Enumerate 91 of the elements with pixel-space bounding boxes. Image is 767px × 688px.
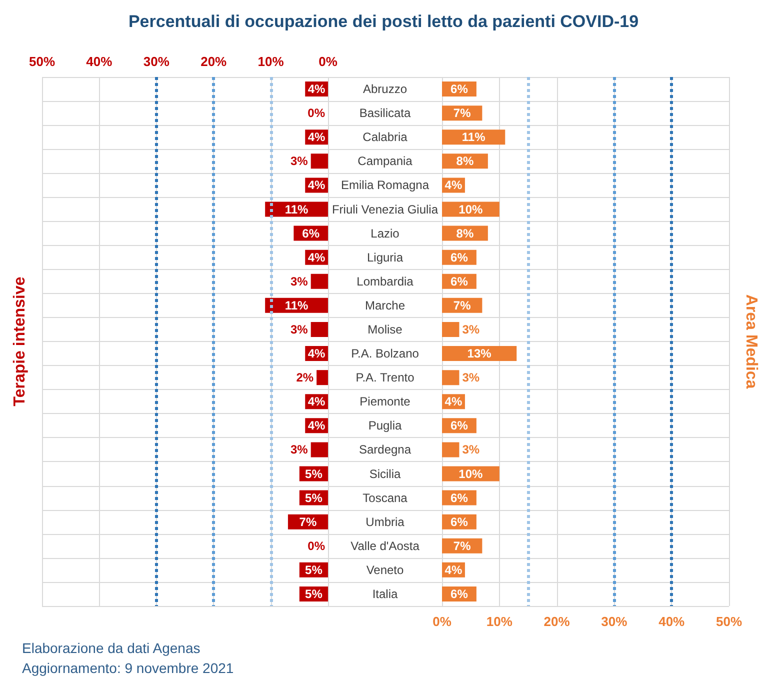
data-label: 6% xyxy=(450,514,468,529)
x-tick-label: 30% xyxy=(601,614,628,629)
y-tick-label: P.A. Trento xyxy=(356,370,415,385)
text: Area Medica xyxy=(742,294,760,389)
data-label: 5% xyxy=(305,562,323,577)
x-tick-label: 20% xyxy=(544,614,570,629)
y-tick-label: Friuli Venezia Giulia xyxy=(332,202,438,216)
data-label: 6% xyxy=(450,82,468,96)
data-label: 3% xyxy=(290,442,308,457)
x-tick-label: 20% xyxy=(200,54,228,69)
y-tick-label: Calabria xyxy=(362,130,408,144)
x-tick-label: 0% xyxy=(318,54,338,69)
data-label: 7% xyxy=(453,298,472,312)
x-tick-label: 40% xyxy=(658,614,686,629)
x-tick-label: 10% xyxy=(486,614,513,629)
data-label: 0% xyxy=(308,106,326,120)
y-tick-label: Emilia Romagna xyxy=(340,178,430,192)
y-tick-label: Puglia xyxy=(368,418,402,433)
data-label: 6% xyxy=(450,418,468,433)
data-label: 8% xyxy=(456,226,474,240)
y-tick-label: Sardegna xyxy=(358,442,412,457)
data-label: 7% xyxy=(299,514,317,529)
data-label: 4% xyxy=(308,82,326,96)
bar xyxy=(442,370,460,386)
data-label: 4% xyxy=(308,346,326,361)
y-tick-label: Basilicata xyxy=(359,106,412,120)
x-tick-label: 50% xyxy=(28,54,56,69)
y-tick-label: Campania xyxy=(358,154,413,168)
data-label: 4% xyxy=(308,394,326,409)
y-tick-label: Abruzzo xyxy=(362,82,408,96)
bar xyxy=(310,154,328,169)
data-label: 13% xyxy=(467,346,492,361)
y-tick-label: Lombardia xyxy=(356,274,414,288)
y-tick-label: Piemonte xyxy=(360,394,411,409)
data-label: 5% xyxy=(305,490,323,505)
data-label: 7% xyxy=(453,538,472,553)
data-label: 4% xyxy=(444,178,462,192)
data-label: 3% xyxy=(462,370,480,385)
data-label: 3% xyxy=(290,154,308,168)
text: Percentuali di occupazione dei posti letto da pazienti COVID-19 xyxy=(128,12,639,32)
y-tick-label: Liguria xyxy=(366,250,404,264)
y-tick-label: Sicilia xyxy=(369,466,401,481)
text: Aggiornamento: 9 novembre 2021 xyxy=(22,660,234,676)
bar xyxy=(442,322,460,337)
data-label: 6% xyxy=(302,226,320,240)
data-label: 6% xyxy=(450,274,468,288)
x-tick-label: 30% xyxy=(143,54,170,69)
y-tick-label: Lazio xyxy=(370,226,400,240)
data-label: 4% xyxy=(308,250,326,264)
bar xyxy=(310,442,328,458)
bar xyxy=(310,322,328,337)
data-label: 3% xyxy=(462,442,480,457)
data-label: 3% xyxy=(290,274,308,288)
bar xyxy=(442,442,460,458)
y-tick-label: Toscana xyxy=(362,490,408,505)
bar xyxy=(310,274,328,289)
data-label: 6% xyxy=(450,250,468,264)
data-label: 11% xyxy=(462,130,486,144)
data-label: 4% xyxy=(308,178,326,192)
data-label: 10% xyxy=(458,466,484,481)
y-tick-label: Marche xyxy=(364,298,406,312)
data-label: 10% xyxy=(458,202,484,216)
data-label: 2% xyxy=(296,370,314,385)
data-label: 11% xyxy=(284,202,309,216)
data-label: 5% xyxy=(305,586,323,601)
data-label: 11% xyxy=(284,298,309,312)
data-label: 8% xyxy=(456,154,474,168)
text: Elaborazione da dati Agenas xyxy=(22,640,200,656)
y-tick-label: Molise xyxy=(368,322,403,336)
data-label: 4% xyxy=(308,130,326,144)
data-label: 0% xyxy=(308,538,326,553)
x-tick-label: 0% xyxy=(432,614,452,629)
x-tick-label: 40% xyxy=(86,54,113,69)
data-label: 6% xyxy=(450,586,468,601)
data-label: 4% xyxy=(444,394,462,409)
data-label: 4% xyxy=(308,418,326,433)
x-tick-label: 50% xyxy=(716,614,742,629)
data-label: 7% xyxy=(453,106,472,120)
data-label: 3% xyxy=(290,322,308,336)
data-label: 3% xyxy=(462,322,480,336)
data-label: 4% xyxy=(444,562,462,577)
bar xyxy=(316,370,328,386)
y-tick-label: Umbria xyxy=(366,514,405,529)
x-tick-label: 10% xyxy=(258,54,284,69)
y-tick-label: Italia xyxy=(372,586,398,601)
data-label: 5% xyxy=(305,466,323,481)
y-tick-label: Veneto xyxy=(366,562,404,577)
y-tick-label: P.A. Bolzano xyxy=(351,346,420,361)
data-label: 6% xyxy=(450,490,468,505)
text: Terapie intensive xyxy=(12,276,28,406)
y-tick-label: Valle d'Aosta xyxy=(350,538,420,553)
